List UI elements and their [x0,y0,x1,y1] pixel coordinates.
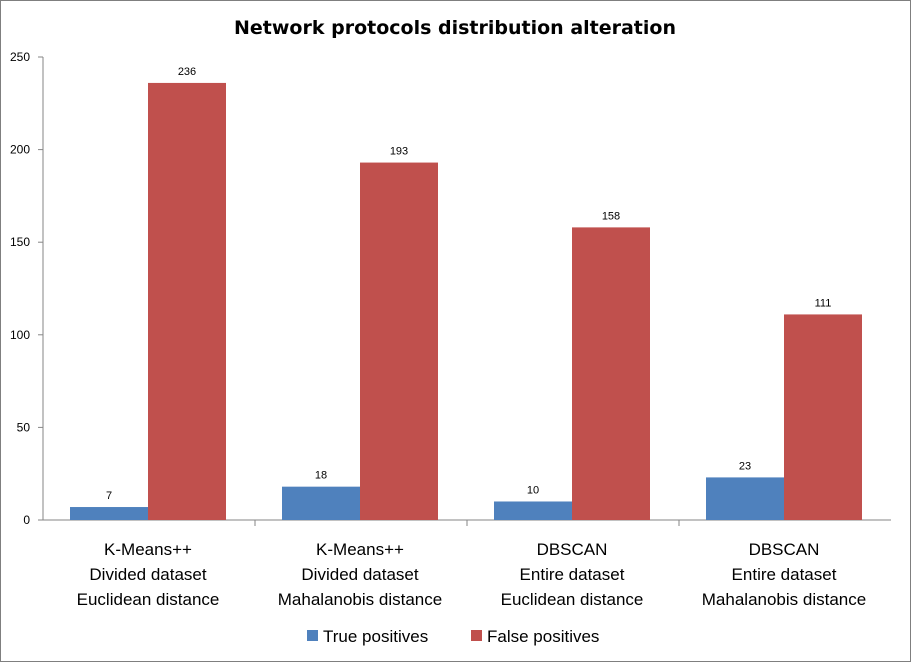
data-label: 158 [602,210,620,222]
legend-swatch [307,630,318,641]
y-tick-label: 200 [10,143,30,157]
data-label: 7 [106,490,112,502]
legend-swatch [471,630,482,641]
bar-true-positives [70,507,148,520]
category-label: DBSCAN [749,540,820,559]
y-tick-label: 0 [23,513,30,527]
data-label: 10 [527,484,539,496]
category-label: K-Means++ [104,540,192,559]
bar-false-positives [360,162,438,520]
data-label: 23 [739,460,751,472]
category-label: Divided dataset [89,565,206,584]
legend-label: False positives [487,627,599,646]
legend: True positives False positives [307,627,599,646]
category-label: Mahalanobis distance [278,590,442,609]
category-label: Divided dataset [301,565,418,584]
axes: 0 50 100 150 200 250 [10,50,891,527]
category-label: Euclidean distance [501,590,644,609]
y-tick-label: 50 [17,420,31,434]
bar-false-positives [784,314,862,520]
bars [70,82,862,520]
category-label: K-Means++ [316,540,404,559]
data-label: 193 [390,146,408,158]
bar-true-positives [706,477,784,520]
data-label: 111 [815,297,832,309]
bar-true-positives [494,501,572,520]
y-tick-label: 250 [10,50,30,64]
data-label: 236 [178,66,196,78]
data-label: 18 [315,470,327,482]
y-tick-label: 100 [10,328,30,342]
legend-label: True positives [323,627,428,646]
category-label: Euclidean distance [77,590,220,609]
category-label: Entire dataset [732,565,837,584]
category-label: DBSCAN [537,540,608,559]
category-label: Entire dataset [520,565,625,584]
bar-true-positives [282,486,360,520]
y-tick-label: 150 [10,235,30,249]
chart-title: Network protocols distribution alteratio… [234,17,676,39]
bar-false-positives [572,227,650,520]
category-labels: K-Means++ Divided dataset Euclidean distan… [77,540,867,609]
data-labels: 7 236 18 193 10 158 23 111 [106,66,831,502]
bar-false-positives [148,82,226,520]
category-label: Mahalanobis distance [702,590,866,609]
